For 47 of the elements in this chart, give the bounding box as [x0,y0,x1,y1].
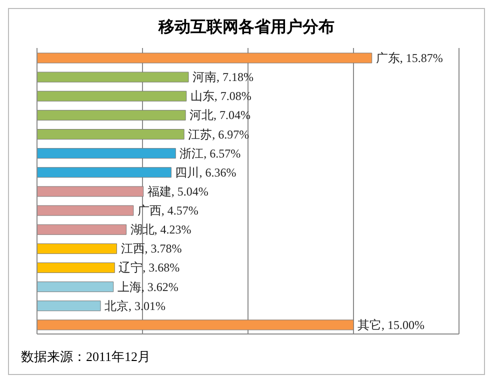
chart-title: 移动互联网各省用户分布 [157,17,336,38]
y-tick-label: 福建 [147,184,172,198]
data-label: , 3.68% [142,260,180,275]
data-label: , 4.57% [161,204,198,218]
data-label: , 6.97% [212,127,250,142]
bar [37,320,354,330]
data-label: , 7.18% [216,70,254,84]
y-tick-label: 浙江 [180,146,204,160]
data-label: , 5.04% [171,184,208,198]
y-tick-label: 北京 [104,298,129,313]
data-label: , 3.62% [141,280,178,294]
bar [37,52,372,64]
bar [37,186,144,197]
bar [37,148,176,159]
y-tick-label: 江苏 [188,127,212,142]
data-label: , 15.87% [400,51,443,65]
bar [37,90,187,102]
y-tick-label: 广东 [376,51,400,65]
bar [37,110,186,120]
data-label: , 3.01% [128,298,166,313]
y-tick-label: 四川 [175,165,200,180]
bar [37,243,118,254]
bar [37,224,127,235]
y-tick-label: 广西 [137,204,162,218]
data-label: , 6.36% [199,165,236,180]
bar [37,300,101,312]
data-label: , 15.00% [382,318,424,332]
bar [37,72,189,82]
source-note: 数据来源：2011年12月 [21,348,151,366]
y-tick-label: 河北 [190,108,214,122]
data-label: , 7.04% [214,108,251,122]
data-label: , 6.57% [204,146,241,160]
y-tick-label: 河南 [192,70,216,84]
bar [37,167,172,178]
y-tick-label: 湖北 [130,222,154,237]
y-tick-label: 上海 [117,280,142,294]
y-tick-label: 山东 [190,89,214,104]
data-label: , 3.78% [144,242,182,256]
y-tick-label: 辽宁 [118,260,143,275]
y-tick-label: 其它 [358,318,382,332]
bar [37,262,115,273]
data-label: , 4.23% [154,222,192,237]
bar [37,129,184,140]
bar [37,282,114,292]
y-tick-label: 江西 [120,242,145,256]
bar [37,205,134,216]
data-label: , 7.08% [214,89,252,104]
